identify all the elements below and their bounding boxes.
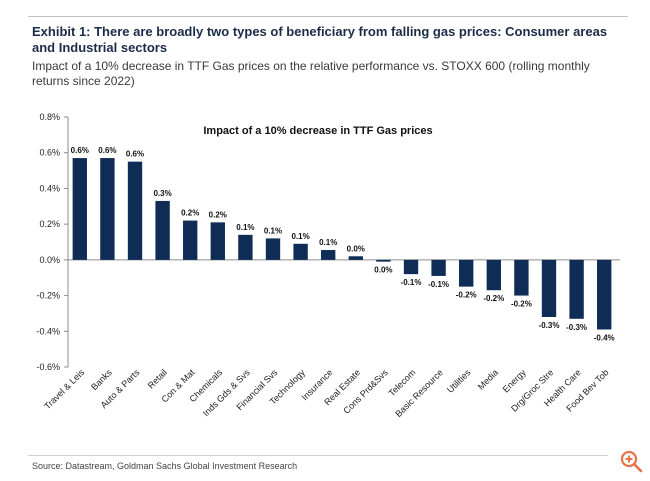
zoom-in-icon [620,450,643,473]
y-tick-label: -0.2% [36,291,60,301]
data-label: -0.2% [456,291,477,300]
x-tick-label: Basic Resource [393,367,445,419]
bar [293,243,308,260]
x-tick-label: Media [476,367,500,391]
data-label: -0.1% [401,278,422,287]
chart-title: Impact of a 10% decrease in TTF Gas pric… [203,125,432,137]
source-note: Source: Datastream, Goldman Sachs Global… [32,461,298,471]
bar [183,220,198,260]
data-label: -0.3% [539,321,560,330]
bar [459,259,474,287]
bar [72,158,87,260]
bottom-rule [28,455,608,456]
x-tick-label: Travel & Leis [42,367,86,411]
y-tick-label: -0.6% [36,362,60,372]
y-tick-label: 0.2% [39,219,60,229]
data-label: 0.2% [181,209,199,218]
bar [569,259,584,319]
bar [514,259,529,296]
data-label: 0.1% [264,226,282,235]
data-label: -0.2% [511,300,532,309]
bar [321,250,336,260]
zoom-button[interactable] [618,448,646,476]
bar [376,259,391,262]
x-tick-label: Utilities [445,367,473,395]
bar [348,256,363,260]
data-label: 0.6% [126,150,144,159]
bar [155,200,170,260]
data-label: 0.6% [71,146,89,155]
bar [431,259,446,276]
data-label: 0.3% [153,189,171,198]
exhibit-title: Exhibit 1: There are broadly two types o… [32,24,608,55]
bar [403,259,419,275]
x-tick-label: Banks [89,367,114,392]
data-label: -0.4% [594,334,615,343]
bar [597,259,612,330]
x-tick-label: Retail [146,367,169,390]
data-label: 0.1% [319,238,337,247]
bar [541,259,557,317]
bar [238,234,253,260]
data-label: 0.6% [98,146,116,155]
y-tick-label: 0.6% [39,148,60,158]
top-rule [28,16,628,17]
bar [100,158,115,260]
data-label: 0.1% [236,223,254,232]
data-label: 0.0% [374,266,392,275]
bar [265,238,281,260]
y-tick-label: 0.8% [39,112,60,122]
bar [127,161,143,260]
data-label: -0.1% [428,280,449,289]
bar [486,259,501,291]
y-tick-label: 0.0% [39,255,60,265]
y-tick-label: 0.4% [39,183,60,193]
data-label: 0.2% [209,210,227,219]
data-label: -0.3% [566,323,587,332]
bar [210,222,225,260]
exhibit-subtitle: Impact of a 10% decrease in TTF Gas pric… [32,59,590,88]
y-tick-label: -0.4% [36,326,60,336]
data-label: 0.0% [347,244,365,253]
data-label: 0.1% [291,232,309,241]
data-label: -0.2% [483,294,504,303]
